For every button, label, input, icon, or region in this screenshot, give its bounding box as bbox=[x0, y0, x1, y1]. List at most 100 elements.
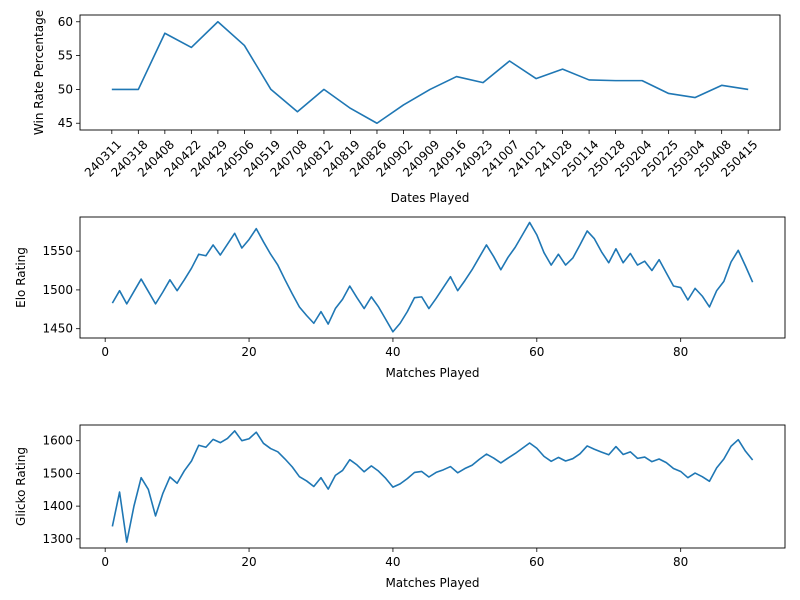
elo-data-point bbox=[262, 241, 264, 243]
elo-rating-panel: 0 20 40 60 80 1450 1500 1550 Matches Played Elo R… bbox=[14, 216, 786, 380]
elo-data-point bbox=[162, 291, 164, 293]
glicko-data-point bbox=[442, 469, 444, 471]
elo-data-point bbox=[550, 264, 552, 266]
glicko-data-point bbox=[155, 515, 157, 517]
glicko-x-tick-label: 40 bbox=[385, 555, 400, 569]
glicko-data-point bbox=[629, 451, 631, 453]
win-rate-data-point bbox=[243, 44, 245, 46]
elo-data-point bbox=[191, 267, 193, 269]
elo-data-point bbox=[493, 256, 495, 258]
glicko-data-point bbox=[255, 431, 257, 433]
elo-series-line bbox=[111, 221, 754, 333]
elo-data-point bbox=[385, 318, 387, 320]
elo-data-point bbox=[543, 252, 545, 254]
glicko-data-point bbox=[579, 453, 581, 455]
glicko-data-point bbox=[349, 459, 351, 461]
elo-x-tick-label: 60 bbox=[529, 345, 544, 359]
elo-data-point bbox=[601, 251, 603, 253]
glicko-data-point bbox=[651, 461, 653, 463]
elo-data-point bbox=[442, 287, 444, 289]
win-rate-data-point bbox=[588, 79, 590, 81]
glicko-data-point bbox=[550, 460, 552, 462]
elo-data-point bbox=[140, 278, 142, 280]
elo-x-tick-label: 40 bbox=[385, 345, 400, 359]
elo-data-point bbox=[226, 243, 228, 245]
glicko-y-tick-label: 1500 bbox=[42, 466, 73, 480]
glicko-data-point bbox=[716, 467, 718, 469]
elo-data-point bbox=[356, 297, 358, 299]
elo-data-point bbox=[313, 322, 315, 324]
win-rate-data-point bbox=[323, 88, 325, 90]
win-rate-data-point bbox=[111, 88, 113, 90]
elo-data-point bbox=[514, 246, 516, 248]
glicko-data-point bbox=[622, 453, 624, 455]
elo-data-point bbox=[680, 287, 682, 289]
glicko-data-point bbox=[457, 472, 459, 474]
elo-data-point bbox=[529, 221, 531, 223]
glicko-data-point bbox=[730, 445, 732, 447]
elo-data-point bbox=[133, 290, 135, 292]
elo-data-point bbox=[507, 256, 509, 258]
elo-data-point bbox=[644, 260, 646, 262]
glicko-x-tick-label: 60 bbox=[529, 555, 544, 569]
win-rate-data-point bbox=[190, 46, 192, 48]
elo-data-point bbox=[752, 281, 754, 283]
elo-data-point bbox=[147, 290, 149, 292]
elo-data-point bbox=[198, 253, 200, 255]
glicko-data-point bbox=[219, 442, 221, 444]
glicko-data-point bbox=[428, 476, 430, 478]
glicko-data-point bbox=[672, 468, 674, 470]
elo-data-point bbox=[651, 270, 653, 272]
glicko-data-point bbox=[147, 488, 149, 490]
elo-data-point bbox=[557, 253, 559, 255]
elo-data-point bbox=[234, 232, 236, 234]
elo-data-point bbox=[363, 308, 365, 310]
glicko-data-point bbox=[133, 505, 135, 507]
glicko-data-point bbox=[687, 477, 689, 479]
glicko-data-point bbox=[399, 483, 401, 485]
glicko-x-axis-label: Matches Played bbox=[385, 576, 479, 590]
elo-data-point bbox=[378, 306, 380, 308]
glicko-data-point bbox=[363, 471, 365, 473]
glicko-y-tick-label: 1400 bbox=[42, 499, 73, 513]
glicko-data-point bbox=[680, 470, 682, 472]
glicko-data-point bbox=[298, 476, 300, 478]
glicko-data-point bbox=[586, 445, 588, 447]
elo-x-tick-label: 0 bbox=[101, 345, 109, 359]
glicko-data-point bbox=[169, 476, 171, 478]
glicko-series-line bbox=[111, 430, 754, 543]
glicko-y-axis-label: Glicko Rating bbox=[14, 447, 28, 526]
elo-data-point bbox=[629, 252, 631, 254]
win-rate-data-point bbox=[562, 68, 564, 70]
glicko-data-point bbox=[334, 474, 336, 476]
elo-axes-frame bbox=[79, 216, 786, 339]
win-rate-x-axis-label: Dates Played bbox=[391, 191, 470, 205]
glicko-data-point bbox=[723, 458, 725, 460]
glicko-data-point bbox=[414, 471, 416, 473]
glicko-data-point bbox=[471, 464, 473, 466]
elo-data-point bbox=[586, 230, 588, 232]
elo-data-point bbox=[579, 244, 581, 246]
glicko-data-point bbox=[183, 470, 185, 472]
glicko-data-point bbox=[176, 482, 178, 484]
glicko-x-tick-label: 20 bbox=[241, 555, 256, 569]
glicko-data-point bbox=[226, 437, 228, 439]
elo-data-point bbox=[320, 311, 322, 313]
elo-data-point bbox=[565, 264, 567, 266]
glicko-data-point bbox=[701, 476, 703, 478]
win-rate-data-point bbox=[535, 78, 537, 80]
win-rate-data-point bbox=[164, 32, 166, 34]
win-rate-data-point bbox=[615, 80, 617, 82]
glicko-data-point bbox=[593, 448, 595, 450]
glicko-data-point bbox=[658, 458, 660, 460]
elo-data-point bbox=[284, 279, 286, 281]
elo-data-point bbox=[111, 302, 113, 304]
elo-data-point bbox=[277, 264, 279, 266]
glicko-data-point bbox=[493, 457, 495, 459]
glicko-data-point bbox=[370, 465, 372, 467]
elo-data-point bbox=[672, 285, 674, 287]
glicko-data-point bbox=[111, 525, 113, 527]
elo-x-tick-label: 20 bbox=[241, 345, 256, 359]
